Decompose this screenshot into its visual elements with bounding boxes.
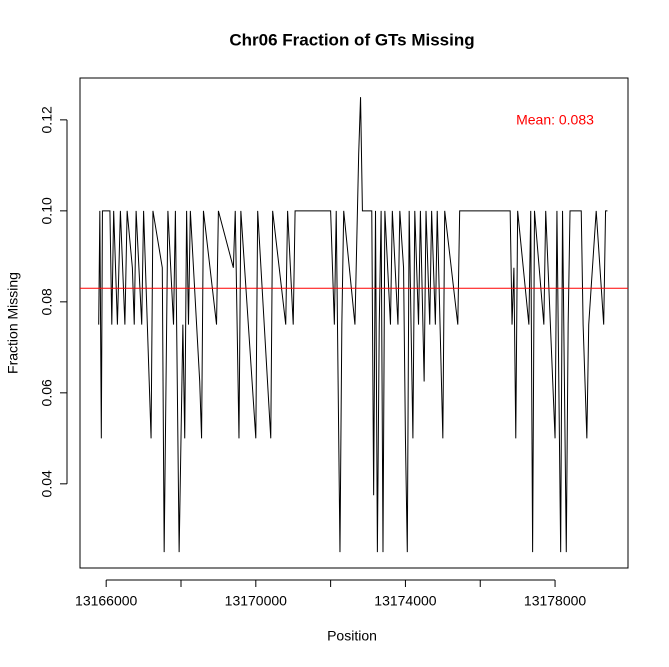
y-tick-label: 0.04 <box>39 470 55 497</box>
x-tick-label: 13178000 <box>524 593 587 609</box>
y-tick-label: 0.08 <box>39 288 55 315</box>
y-tick-label: 0.10 <box>39 197 55 224</box>
data-line <box>98 97 608 553</box>
mean-annotation: Mean: 0.083 <box>516 112 594 128</box>
x-tick-label: 13166000 <box>75 593 138 609</box>
x-tick-label: 13170000 <box>225 593 288 609</box>
x-axis-label: Position <box>327 628 377 644</box>
y-tick-label: 0.12 <box>39 106 55 133</box>
x-tick-label: 13174000 <box>374 593 437 609</box>
chart-title: Chr06 Fraction of GTs Missing <box>229 30 474 49</box>
y-axis-label: Fraction Missing <box>5 272 21 374</box>
y-tick-label: 0.06 <box>39 379 55 406</box>
plot-box <box>79 77 629 569</box>
